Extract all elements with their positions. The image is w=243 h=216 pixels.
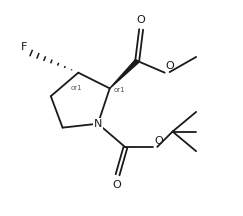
Text: O: O xyxy=(137,14,146,25)
Polygon shape xyxy=(110,59,139,88)
Text: or1: or1 xyxy=(70,85,82,91)
Text: F: F xyxy=(21,42,27,52)
Text: or1: or1 xyxy=(114,87,125,93)
Text: O: O xyxy=(154,136,163,146)
Text: N: N xyxy=(94,119,102,129)
Text: O: O xyxy=(166,61,174,71)
Text: O: O xyxy=(112,180,121,190)
